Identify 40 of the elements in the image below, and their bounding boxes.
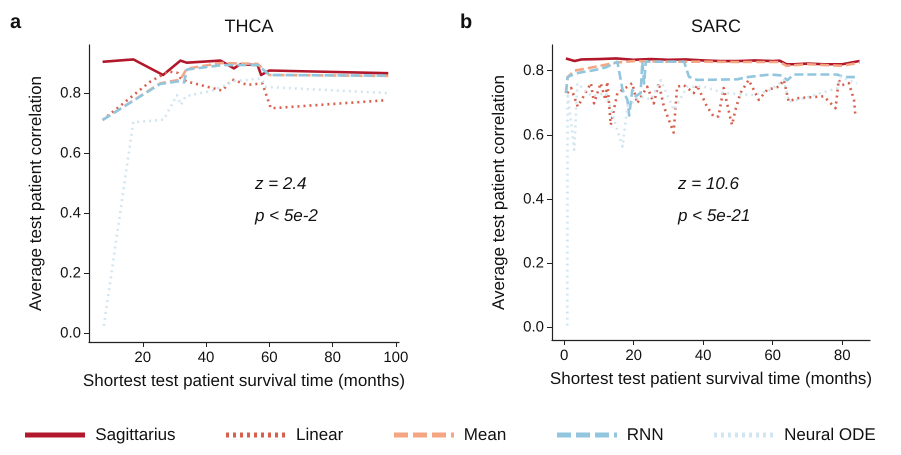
y-tick-label: 0.0 [523, 318, 544, 336]
y-tick-label: 0.4 [60, 204, 81, 222]
x-tick-label: 80 [834, 347, 851, 364]
x-axis-title: Shortest test patient survival time (months) [550, 369, 872, 388]
y-tick-label: 0.2 [523, 254, 544, 272]
chart-title: THCA [224, 16, 274, 36]
legend-label: RNN [626, 425, 664, 445]
annotation: z = 10.6 [677, 174, 740, 193]
x-tick-label: 100 [383, 349, 408, 366]
x-tick-label: 60 [260, 349, 278, 366]
chart-title: SARC [690, 16, 742, 36]
y-tick-label: 0.6 [523, 126, 544, 144]
x-axis-title: Shortest test patient survival time (months) [82, 371, 406, 390]
annotation: p < 5e-2 [254, 206, 318, 225]
annotation: z = 2.4 [254, 174, 307, 193]
x-tick-label: 40 [694, 347, 712, 364]
y-tick-label: 0.8 [60, 84, 81, 102]
x-tick-label: 0 [560, 347, 568, 364]
text: b [460, 11, 472, 33]
y-tick-label: 0.8 [523, 62, 544, 80]
x-tick-label: 60 [764, 347, 782, 364]
y-tick-label: 0.2 [60, 264, 81, 282]
y-tick-label: 0.4 [523, 190, 544, 208]
x-tick-label: 20 [625, 347, 642, 364]
legend-label: Neural ODE [784, 425, 876, 445]
x-tick-label: 20 [134, 349, 152, 366]
line-series [566, 75, 858, 327]
y-axis-title: Average test patient correlation [26, 76, 45, 311]
line-series [566, 78, 857, 134]
legend-label: Sagittarius [95, 425, 176, 445]
text: a [10, 11, 22, 33]
line-series [102, 77, 388, 328]
y-tick-label: 0.6 [60, 144, 81, 162]
y-tick-label: 0.0 [60, 324, 81, 342]
x-tick-label: 40 [198, 349, 214, 366]
x-tick-label: 80 [324, 349, 341, 366]
legend-label: Linear [296, 425, 344, 445]
legend-label: Mean [464, 425, 506, 445]
y-axis-title: Average test patient correlation [489, 75, 508, 310]
annotation: p < 5e-21 [677, 206, 750, 225]
